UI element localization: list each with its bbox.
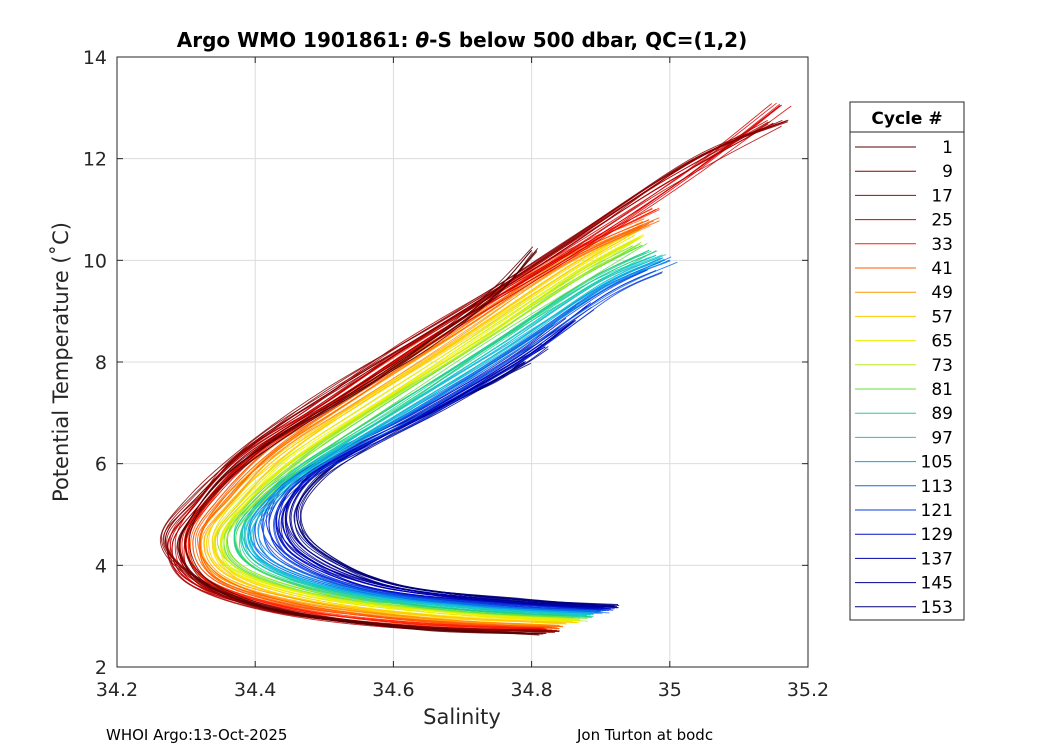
legend-label: 25 <box>931 211 953 231</box>
legend-entry-49: 49 <box>855 283 953 303</box>
legend-entry-113: 113 <box>855 477 953 497</box>
profile-line-main <box>178 249 539 635</box>
profile-line-main <box>296 361 615 607</box>
x-tick-label: 34.8 <box>510 679 552 701</box>
legend-entry-129: 129 <box>855 525 953 545</box>
profile-line-main <box>213 234 636 622</box>
legend-label: 9 <box>942 162 953 182</box>
x-tick-label: 35 <box>658 679 682 701</box>
x-axis-label: Salinity <box>423 705 501 729</box>
y-tick-label: 2 <box>95 657 107 679</box>
legend-entry-97: 97 <box>855 428 953 448</box>
y-tick-label: 10 <box>83 250 107 272</box>
profile-line <box>185 105 792 632</box>
y-axis-label: Potential Temperature (˚C) <box>49 222 73 502</box>
y-tick-label: 6 <box>95 454 107 476</box>
legend-label: 89 <box>931 404 953 424</box>
legend-entry-73: 73 <box>855 356 953 376</box>
profile-line <box>273 271 663 612</box>
legend-entry-121: 121 <box>855 501 953 521</box>
legend: Cycle # 1 9 17 25 33 41 49 57 65 73 81 89 97 105 113 12… <box>849 101 965 621</box>
legend-entry-81: 81 <box>855 380 953 400</box>
legend-label: 81 <box>931 380 953 400</box>
x-tick-label: 35.2 <box>787 679 829 701</box>
profile-line <box>184 251 540 636</box>
legend-label: 137 <box>921 549 953 569</box>
legend-entry-137: 137 <box>855 549 953 569</box>
chart-title: Argo WMO 1901861: θ-S below 500 dbar, QC… <box>177 28 747 52</box>
legend-label: 33 <box>931 235 953 255</box>
legend-label: 73 <box>931 356 953 376</box>
legend-label: 129 <box>921 525 953 545</box>
legend-label: 105 <box>921 453 953 473</box>
profile-line <box>235 243 648 619</box>
legend-entry-41: 41 <box>855 259 953 279</box>
profile-line <box>211 230 636 625</box>
legend-entry-105: 105 <box>855 453 953 473</box>
profile-line-main <box>192 219 650 628</box>
legend-entry-9: 9 <box>855 162 953 182</box>
footer-credit-right: Jon Turton at bodc <box>577 726 714 744</box>
legend-label: 145 <box>921 574 953 594</box>
axis-ticks: 34.2 34.4 34.6 34.8 35 35.2 2 4 6 8 10 12 14 <box>83 47 829 701</box>
legend-label: 17 <box>931 186 953 206</box>
legend-title: Cycle # <box>871 109 942 129</box>
legend-label: 121 <box>921 501 953 521</box>
profile-line <box>220 234 644 622</box>
legend-label: 41 <box>931 259 953 279</box>
x-tick-label: 34.4 <box>234 679 276 701</box>
legend-box <box>849 101 965 621</box>
legend-entry-17: 17 <box>855 186 953 206</box>
legend-label: 65 <box>931 332 953 352</box>
y-tick-label: 8 <box>95 352 107 374</box>
y-tick-label: 14 <box>83 47 107 69</box>
profile-line <box>197 220 655 629</box>
legend-entry-57: 57 <box>855 307 953 327</box>
profile-line <box>243 250 658 619</box>
profile-line <box>297 362 618 607</box>
legend-label: 49 <box>931 283 953 303</box>
profile-line <box>221 241 642 622</box>
legend-label: 1 <box>942 138 953 158</box>
legend-entry-145: 145 <box>855 574 953 594</box>
x-tick-label: 34.6 <box>372 679 414 701</box>
profiles-layer <box>159 102 792 636</box>
x-tick-label: 34.2 <box>96 679 138 701</box>
y-tick-label: 4 <box>95 555 107 577</box>
legend-entry-33: 33 <box>855 235 953 255</box>
footer-credit-left: WHOI Argo:13-Oct-2025 <box>106 726 288 744</box>
legend-label: 57 <box>931 307 953 327</box>
legend-entry-65: 65 <box>855 332 953 352</box>
legend-label: 153 <box>921 598 953 618</box>
legend-entry-25: 25 <box>855 211 953 231</box>
legend-entry-1: 1 <box>855 138 953 158</box>
y-tick-label: 12 <box>83 149 107 171</box>
profile-series-1 <box>177 246 547 636</box>
profile-series-65 <box>204 232 645 624</box>
legend-label: 113 <box>921 477 953 497</box>
legend-entry-89: 89 <box>855 404 953 424</box>
legend-label: 97 <box>931 428 953 448</box>
legend-entry-153: 153 <box>855 598 953 618</box>
